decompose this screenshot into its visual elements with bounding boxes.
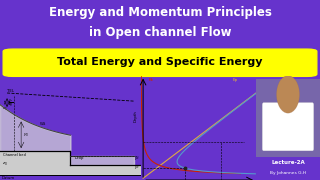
Text: $y_0$: $y_0$ [22,132,29,139]
Text: Datum: Datum [2,176,15,180]
Text: Energy and Momentum Principles: Energy and Momentum Principles [49,6,271,19]
Text: $z_0$: $z_0$ [2,161,8,168]
Circle shape [276,76,300,113]
Text: Ek: Ek [149,78,154,82]
Text: $y_c$: $y_c$ [134,155,140,162]
Text: TEL: TEL [7,89,14,93]
FancyBboxPatch shape [256,79,320,157]
Text: Total Energy and Specific Energy: Total Energy and Specific Energy [57,57,263,67]
Text: WS: WS [39,122,46,126]
Text: Depth: Depth [134,110,138,122]
FancyBboxPatch shape [3,49,317,76]
Text: $\alpha_1$: $\alpha_1$ [2,106,8,113]
Text: By Johannes G.H: By Johannes G.H [270,171,306,175]
Text: $y_c$: $y_c$ [134,165,140,172]
Text: Lecture-2A: Lecture-2A [271,160,305,165]
Text: $\frac{V^2}{2g}$: $\frac{V^2}{2g}$ [8,98,14,110]
Text: Drop: Drop [75,156,84,160]
Text: in Open channel Flow: in Open channel Flow [89,26,231,39]
Polygon shape [0,151,70,175]
FancyBboxPatch shape [262,103,314,151]
Text: Ep: Ep [233,78,238,82]
Text: Channel bed: Channel bed [3,153,26,157]
Polygon shape [70,165,141,175]
